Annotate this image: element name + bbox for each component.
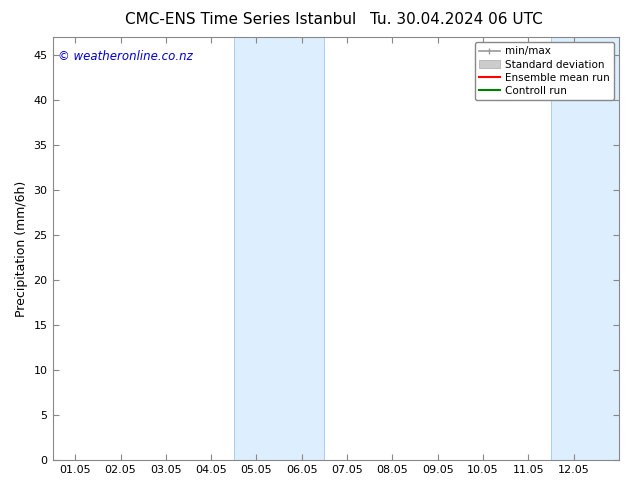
Legend: min/max, Standard deviation, Ensemble mean run, Controll run: min/max, Standard deviation, Ensemble me… [475, 42, 614, 100]
Bar [551, 37, 634, 460]
Text: © weatheronline.co.nz: © weatheronline.co.nz [58, 50, 193, 63]
Y-axis label: Precipitation (mm/6h): Precipitation (mm/6h) [15, 180, 28, 317]
Text: Tu. 30.04.2024 06 UTC: Tu. 30.04.2024 06 UTC [370, 12, 543, 27]
Bar [234, 37, 325, 460]
Text: CMC-ENS Time Series Istanbul: CMC-ENS Time Series Istanbul [126, 12, 356, 27]
